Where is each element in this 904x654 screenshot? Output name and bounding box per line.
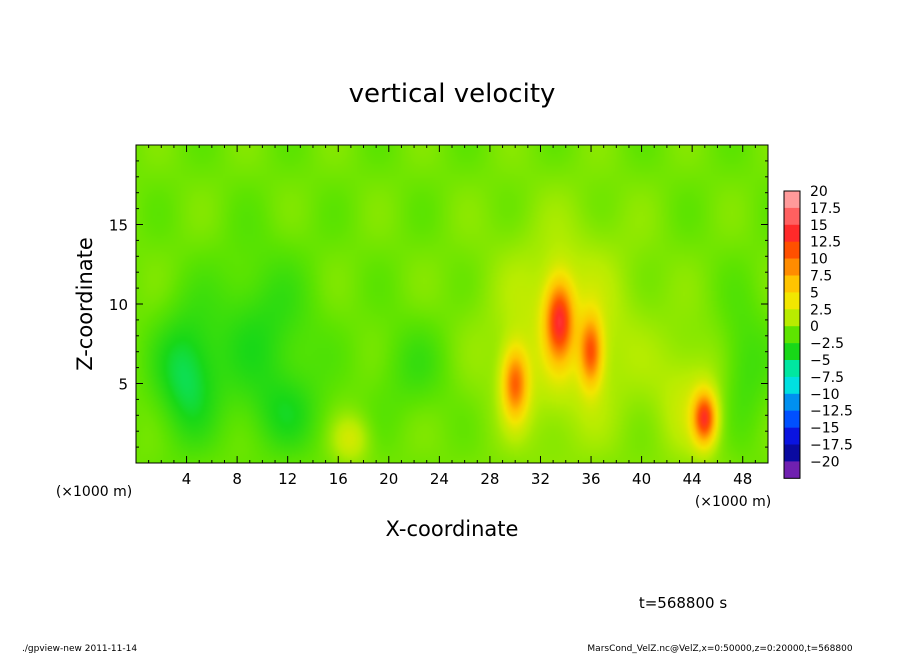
colorbar-swatch <box>784 410 800 428</box>
colorbar-label: −7.5 <box>810 370 844 386</box>
colorbar-swatch <box>784 275 800 293</box>
x-tick-label: 44 <box>683 470 702 488</box>
y-axis-label: Z-coordinate <box>73 237 97 371</box>
footer-left: ./gpview-new 2011-11-14 <box>22 644 137 654</box>
colorbar-label: −2.5 <box>810 336 844 352</box>
colorbar-swatch <box>784 343 800 361</box>
colorbar-swatch <box>784 258 800 276</box>
colorbar-swatch <box>784 444 800 462</box>
colorbar-label: 2.5 <box>810 302 832 318</box>
x-tick-label: 20 <box>379 470 398 488</box>
x-unit-left: (×1000 m) <box>56 484 132 500</box>
x-unit-right: (×1000 m) <box>695 494 771 510</box>
x-tick-label: 24 <box>430 470 449 488</box>
footer-right: MarsCond_VelZ.nc@VelZ,x=0:50000,z=0:2000… <box>587 644 852 654</box>
heatmap-field <box>136 145 768 463</box>
colorbar-label: −20 <box>810 454 840 470</box>
y-tick-label: 5 <box>118 376 128 394</box>
y-tick-label: 15 <box>109 217 128 235</box>
x-tick-label: 48 <box>733 470 752 488</box>
x-tick-label: 8 <box>232 470 242 488</box>
x-axis-label: X-coordinate <box>386 517 519 541</box>
time-label: t=568800 s <box>639 594 727 612</box>
colorbar-swatch <box>784 326 800 344</box>
colorbar-label: 17.5 <box>810 201 841 217</box>
colorbar-label: 20 <box>810 184 828 200</box>
colorbar-swatch <box>784 224 800 242</box>
colorbar-label: −12.5 <box>810 404 853 420</box>
x-tick-label: 40 <box>632 470 651 488</box>
colorbar: 2017.51512.5107.552.50−2.5−5−7.5−10−12.5… <box>783 184 853 479</box>
colorbar-swatch <box>784 241 800 259</box>
x-tick-label: 12 <box>278 470 297 488</box>
colorbar-swatch <box>784 292 800 310</box>
x-tick-label: 32 <box>531 470 550 488</box>
colorbar-swatch <box>784 427 800 445</box>
y-axis: 5 10 15 <box>109 160 768 448</box>
colorbar-swatch <box>784 207 800 226</box>
colorbar-label: 10 <box>810 252 828 268</box>
colorbar-label: 0 <box>810 319 819 335</box>
colorbar-swatch <box>784 191 800 209</box>
colorbar-label: −10 <box>810 387 840 403</box>
x-axis: 4 8 12 16 20 24 28 32 36 40 44 48 <box>148 145 756 488</box>
colorbar-label: 15 <box>810 218 828 234</box>
x-tick-label: 4 <box>182 470 192 488</box>
colorbar-label: 5 <box>810 285 819 301</box>
colorbar-label: 7.5 <box>810 269 832 285</box>
colorbar-label: −17.5 <box>810 438 853 454</box>
colorbar-swatch <box>784 309 800 327</box>
colorbar-swatch <box>784 360 800 378</box>
colorbar-swatch <box>784 393 800 411</box>
y-tick-label: 10 <box>109 296 128 314</box>
x-tick-label: 28 <box>480 470 499 488</box>
x-tick-label: 36 <box>581 470 600 488</box>
x-tick-label: 16 <box>329 470 348 488</box>
colorbar-label: 12.5 <box>810 235 841 251</box>
colorbar-frame <box>783 190 801 479</box>
colorbar-swatch <box>784 376 800 395</box>
colorbar-label: −5 <box>810 353 831 369</box>
plot-area <box>135 144 769 464</box>
colorbar-label: −15 <box>810 421 840 437</box>
colorbar-swatch <box>784 461 800 479</box>
chart-title: vertical velocity <box>349 79 556 109</box>
